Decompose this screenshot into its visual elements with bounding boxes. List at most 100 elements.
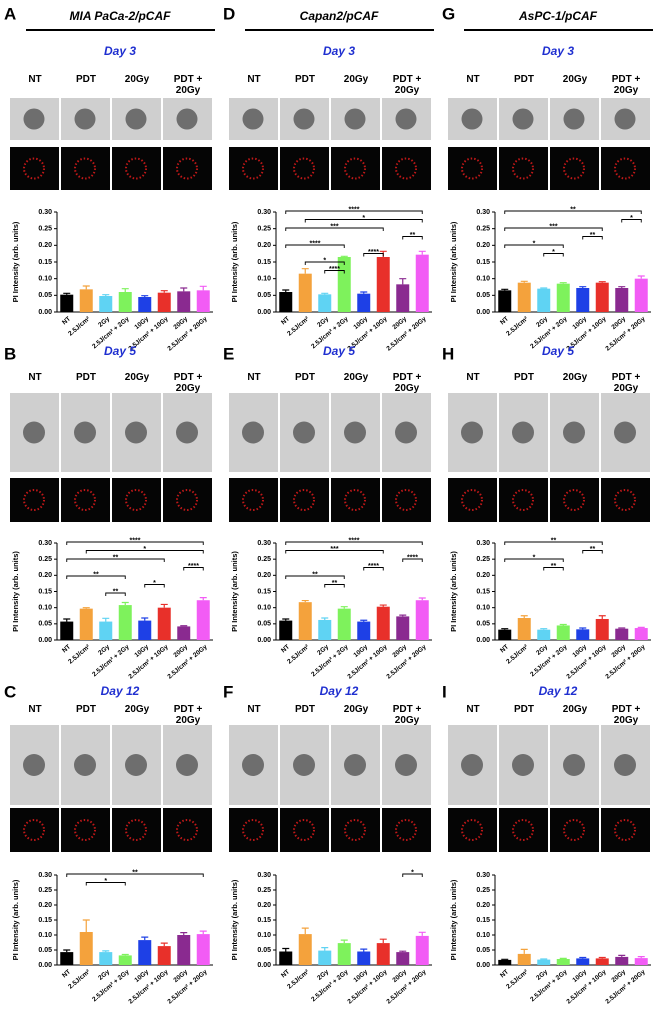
y-tick-label: 0.15	[257, 588, 271, 595]
bar	[537, 629, 551, 640]
bar	[279, 292, 293, 312]
x-tick-label: 2Gy	[97, 968, 111, 982]
error-bar	[180, 625, 188, 627]
error-bar	[282, 289, 290, 292]
spheroid	[74, 108, 96, 130]
significance-bracket	[402, 558, 423, 562]
significance-label: **	[132, 869, 138, 876]
x-tick-label: 2.5J/cm² + 2Gy	[91, 968, 131, 1003]
y-tick-label: 0.25	[257, 887, 271, 894]
fluorescence-image	[601, 808, 650, 852]
spheroid	[242, 421, 264, 444]
column-header: NT	[247, 74, 261, 85]
significance-bracket	[504, 558, 564, 562]
significance-bracket	[504, 227, 603, 231]
fluorescence-signal	[344, 819, 366, 841]
bar	[79, 932, 93, 965]
bar	[615, 628, 629, 640]
bar	[376, 943, 390, 965]
fluorescence-image	[61, 808, 110, 852]
bar	[157, 292, 171, 312]
fluorescence-image	[382, 478, 431, 522]
significance-label: ***	[330, 546, 338, 553]
spheroid	[395, 108, 417, 130]
fluorescence-image	[382, 147, 431, 190]
bar	[576, 629, 590, 640]
error-bar	[540, 958, 548, 960]
error-bar	[379, 604, 387, 607]
error-bar	[501, 628, 509, 630]
significance-bracket	[66, 575, 126, 579]
error-bar	[360, 619, 368, 622]
fluorescence-image	[550, 147, 599, 190]
error-bar	[618, 286, 626, 288]
significance-label: *	[104, 878, 107, 885]
bar	[99, 952, 113, 965]
bar	[376, 257, 390, 312]
x-tick-label: 2Gy	[316, 315, 330, 329]
error-bar	[579, 627, 587, 630]
bar	[634, 278, 648, 312]
error-bar	[82, 285, 90, 290]
error-bar	[321, 947, 329, 951]
y-tick-label: 0.25	[38, 887, 52, 894]
significance-bracket	[543, 253, 564, 257]
fluorescence-image	[550, 478, 599, 522]
column-header: PDT + 20Gy	[392, 704, 422, 726]
column-header: PDT + 20Gy	[392, 74, 422, 96]
column-header: NT	[247, 704, 261, 715]
error-bar	[121, 601, 129, 606]
fluorescence-signal	[176, 819, 198, 841]
fluorescence-signal	[461, 157, 483, 180]
x-tick-label: 2.5J/cm² + 2Gy	[310, 643, 350, 678]
fluorescence-image	[112, 147, 161, 190]
error-bar	[399, 278, 407, 285]
significance-label: **	[590, 546, 596, 553]
bar	[517, 953, 531, 965]
y-axis-label: PI Intensity (arb. units)	[230, 221, 239, 302]
column-header: 20Gy	[343, 74, 369, 85]
x-tick-label: 2.5J/cm²	[505, 315, 530, 338]
fluorescence-signal	[74, 157, 96, 180]
fluorescence-signal	[242, 819, 264, 841]
y-tick-label: 0.20	[257, 572, 271, 579]
bar	[556, 283, 570, 312]
spheroid	[461, 421, 483, 444]
y-tick-label: 0.25	[476, 226, 490, 233]
significance-bracket	[543, 567, 564, 571]
significance-bracket	[285, 244, 345, 248]
y-axis-label: PI Intensity (arb. units)	[11, 879, 20, 960]
x-tick-label: NT	[280, 968, 291, 979]
y-tick-label: 0.00	[476, 309, 490, 316]
y-tick-label: 0.00	[476, 962, 490, 969]
x-tick-label: 2Gy	[535, 968, 549, 982]
fluorescence-image	[331, 147, 380, 190]
significance-bracket	[66, 873, 204, 877]
bar	[376, 606, 390, 640]
fluorescence-image	[10, 147, 59, 190]
fluorescence-image	[61, 478, 110, 522]
y-tick-label: 0.30	[476, 872, 490, 879]
significance-bracket	[363, 567, 384, 571]
error-bar	[559, 957, 567, 959]
significance-bracket	[285, 227, 384, 231]
spheroid	[74, 421, 96, 444]
fluorescence-signal	[125, 157, 147, 180]
y-axis-label: PI Intensity (arb. units)	[230, 551, 239, 632]
bar	[177, 935, 191, 965]
significance-bracket	[285, 541, 423, 545]
fluorescence-image	[499, 147, 548, 190]
significance-label: *	[143, 546, 146, 553]
bar	[634, 958, 648, 965]
column-header: 20Gy	[124, 372, 150, 383]
error-bar	[637, 956, 645, 959]
error-bar	[598, 281, 606, 283]
y-axis-label: PI Intensity (arb. units)	[449, 551, 458, 632]
fluorescence-image	[10, 478, 59, 522]
bar	[118, 292, 132, 312]
day-label: Day 5	[323, 344, 355, 358]
spheroid	[242, 754, 264, 776]
fluorescence-signal	[563, 489, 585, 511]
y-tick-label: 0.10	[476, 276, 490, 283]
